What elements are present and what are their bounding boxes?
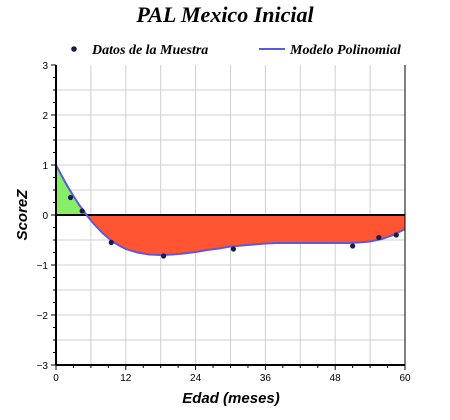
x-tick-label: 60 — [399, 373, 411, 384]
x-axis-label: Edad (meses) — [182, 390, 280, 407]
data-point — [230, 246, 237, 252]
data-point — [161, 253, 167, 259]
area-above-zero — [56, 165, 87, 215]
legend: Datos de la Muestra Modelo Polinomial — [71, 43, 401, 58]
data-point — [79, 208, 85, 214]
data-point — [108, 239, 114, 246]
y-tick-label: −2 — [37, 311, 49, 322]
data-point — [350, 243, 356, 249]
series-line-model — [55, 164, 406, 257]
y-tick-label: 1 — [42, 161, 48, 172]
data-point — [67, 194, 74, 201]
y-tick-label: 2 — [42, 111, 48, 122]
legend-label-model: Modelo Polinomial — [289, 43, 401, 58]
x-tick-label: 48 — [330, 373, 342, 384]
legend-marker-sample — [71, 46, 77, 52]
y-tick-label: −3 — [37, 361, 49, 372]
x-tick-label: 36 — [260, 373, 272, 384]
area-below-zero — [86, 215, 405, 255]
y-axis-label: ScoreZ — [14, 189, 31, 241]
data-point — [393, 232, 399, 238]
x-tick-label: 12 — [120, 373, 132, 384]
legend-label-sample: Datos de la Muestra — [91, 43, 208, 58]
y-tick-label: 0 — [42, 211, 48, 222]
data-point — [376, 234, 382, 241]
x-tick-label: 24 — [190, 373, 202, 384]
x-tick-label: 0 — [53, 373, 59, 384]
y-tick-label: 3 — [42, 61, 48, 72]
chart-title: PAL Mexico Inicial — [135, 2, 314, 27]
y-tick-label: −1 — [37, 261, 49, 272]
